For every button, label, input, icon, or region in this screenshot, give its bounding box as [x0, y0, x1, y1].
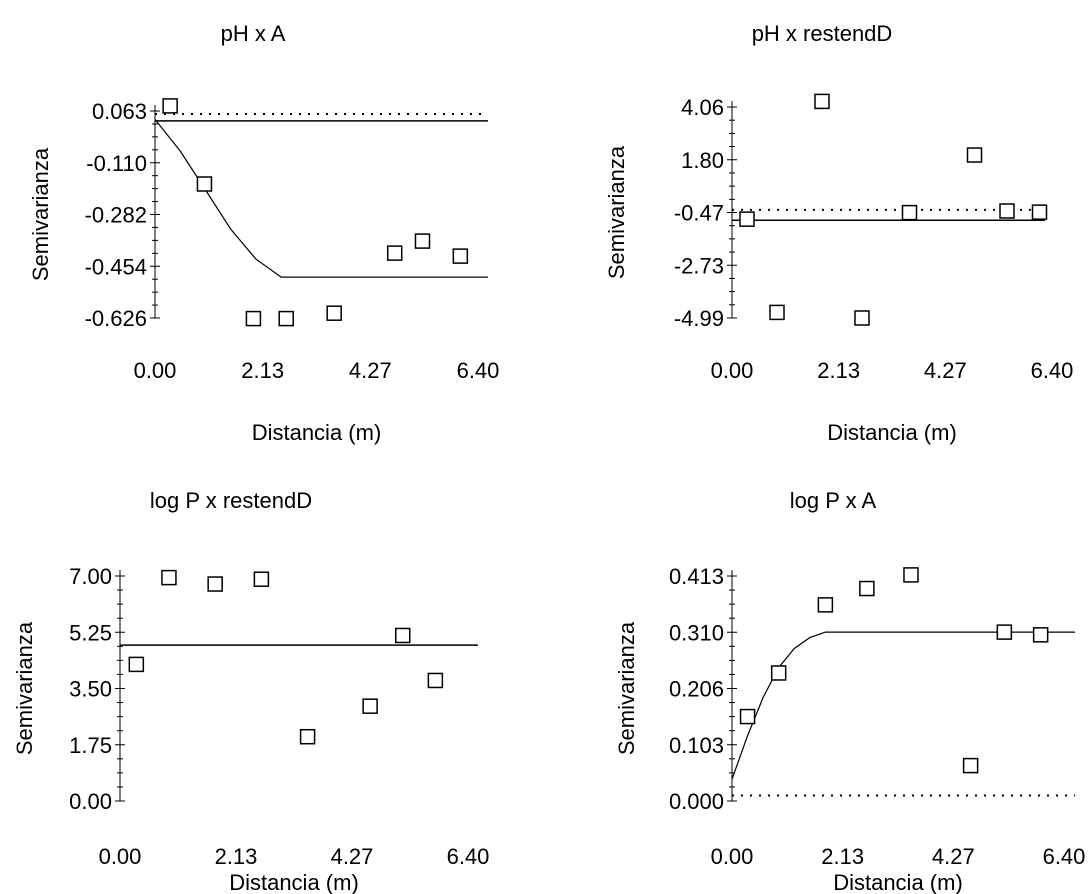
- y-tick-label: 5.25: [69, 620, 112, 645]
- data-point: [854, 310, 870, 326]
- x-tick-label: 4.27: [932, 844, 975, 869]
- x-tick-label: 4.27: [349, 358, 392, 383]
- y-tick-label: -2.73: [674, 253, 724, 278]
- x-axis-label: Distancia (m): [252, 420, 382, 445]
- chart-0: pH x A -0.626 -0.454 -0.282 -0.110 0.063 0.00 2…: [28, 21, 499, 445]
- x-tick-label: 2.13: [215, 844, 258, 869]
- data-point: [299, 728, 316, 745]
- data-point: [903, 567, 919, 583]
- data-point: [128, 656, 145, 673]
- x-tick-label: 2.13: [821, 844, 864, 869]
- data-point: [162, 98, 178, 114]
- y-tick-label: 0.000: [669, 789, 724, 814]
- data-point: [161, 569, 177, 586]
- y-tick-label: 0.00: [69, 789, 112, 814]
- data-point: [1032, 627, 1049, 643]
- data-point: [814, 93, 830, 110]
- y-tick-label: 4.06: [681, 95, 724, 120]
- data-point: [414, 233, 431, 249]
- data-point: [770, 665, 787, 681]
- y-tick-label: 0.063: [92, 99, 147, 124]
- x-tick-label: 0.00: [711, 844, 754, 869]
- y-tick-label: -4.99: [674, 306, 724, 331]
- y-axis-label: Semivarianza: [28, 147, 53, 281]
- y-axis-label: Semivarianza: [614, 621, 639, 755]
- data-point: [253, 571, 270, 587]
- chart-title: log P x A: [790, 488, 877, 513]
- x-axis-label: Distancia (m): [833, 870, 963, 894]
- y-tick-label: -0.110: [86, 151, 147, 176]
- data-point: [962, 757, 979, 774]
- y-tick-label: 1.75: [69, 733, 112, 758]
- data-point: [196, 176, 213, 192]
- data-point: [452, 248, 469, 264]
- data-point: [739, 708, 756, 725]
- y-axis-label: Semivarianza: [604, 145, 629, 279]
- x-tick-label: 0.00: [134, 358, 177, 383]
- data-point: [996, 624, 1013, 640]
- data-point: [395, 627, 411, 644]
- chart-1: pH x restendD -4.99 -2.73 -0.47 1.80 4.06 0.00…: [604, 21, 1073, 445]
- data-point: [1031, 204, 1048, 220]
- y-tick-label: 7.00: [69, 564, 112, 589]
- model-curve: [154, 119, 488, 278]
- data-point: [278, 310, 294, 327]
- y-tick-label: 1.80: [681, 148, 724, 173]
- y-tick-label: -0.454: [85, 254, 147, 279]
- data-point: [326, 305, 342, 321]
- x-axis-label: Distancia (m): [827, 420, 957, 445]
- data-point: [999, 203, 1015, 219]
- data-point: [817, 597, 834, 613]
- y-axis-label: Semivarianza: [12, 621, 37, 755]
- x-tick-label: 2.13: [817, 358, 860, 383]
- y-tick-label: -0.47: [674, 201, 724, 226]
- data-point: [966, 147, 983, 163]
- data-point: [859, 580, 875, 597]
- y-tick-label: 0.103: [669, 733, 724, 758]
- data-point: [245, 310, 262, 327]
- chart-2: log P x restendD 0.00 1.75 3.50 5.25 7.00 0.00…: [12, 488, 489, 894]
- chart-title: pH x restendD: [752, 21, 893, 46]
- y-tick-label: 0.310: [669, 620, 724, 645]
- x-axis-label: Distancia (m): [229, 870, 359, 894]
- data-point: [427, 672, 444, 689]
- data-point: [769, 304, 785, 321]
- chart-title: pH x A: [221, 21, 286, 46]
- chart-3: log P x A 0.000 0.103 0.206 0.310 0.413 0.00 2.…: [614, 488, 1085, 894]
- model-curve: [731, 631, 1075, 780]
- chart-title: log P x restendD: [150, 488, 312, 513]
- y-tick-label: 0.413: [669, 564, 724, 589]
- x-tick-label: 0.00: [711, 358, 754, 383]
- x-tick-label: 4.27: [924, 358, 967, 383]
- data-point: [386, 245, 403, 261]
- y-tick-label: 0.206: [669, 677, 724, 702]
- x-tick-label: 4.27: [331, 844, 374, 869]
- y-tick-label: 3.50: [69, 677, 112, 702]
- x-tick-label: 2.13: [241, 358, 284, 383]
- data-point: [362, 698, 378, 714]
- data-point: [207, 576, 223, 592]
- data-point: [739, 211, 755, 227]
- x-tick-label: 6.40: [447, 844, 490, 869]
- y-tick-label: -0.282: [85, 203, 147, 228]
- x-tick-label: 6.40: [1043, 844, 1086, 869]
- x-tick-label: 6.40: [1031, 358, 1074, 383]
- data-point: [901, 204, 918, 221]
- y-tick-label: -0.626: [85, 306, 147, 331]
- x-tick-label: 0.00: [99, 844, 142, 869]
- x-tick-label: 6.40: [457, 358, 500, 383]
